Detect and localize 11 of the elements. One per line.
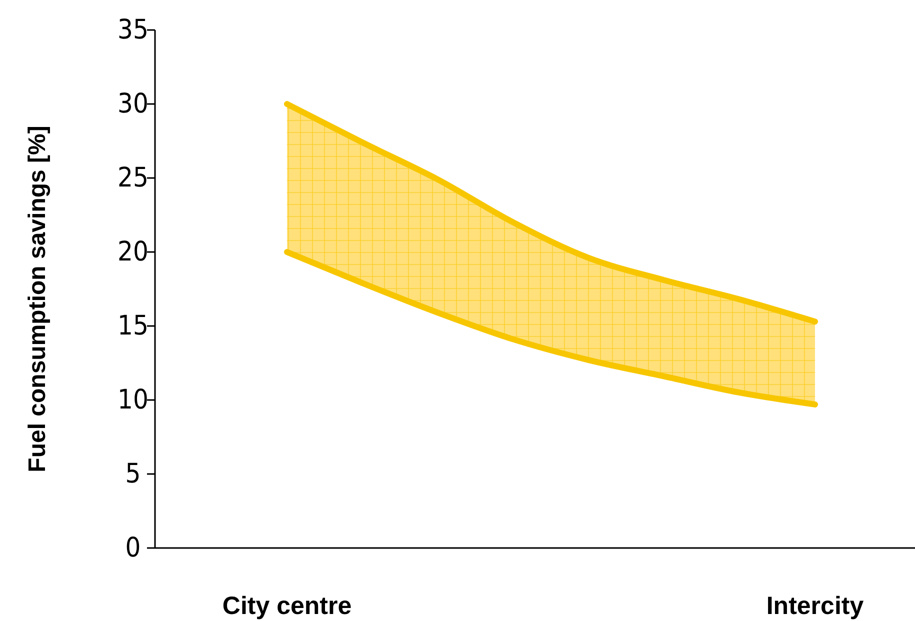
y-tick-label: 0 [125, 532, 141, 564]
y-tick-label: 30 [118, 88, 148, 120]
y-tick-label: 25 [118, 162, 148, 194]
y-tick-label: 35 [118, 14, 148, 46]
x-tick-label: Intercity [766, 592, 864, 620]
y-tick-label: 5 [125, 458, 141, 490]
y-tick-label: 15 [118, 310, 148, 342]
x-tick-label: City centre [222, 592, 352, 620]
y-axis-title: Fuel consumption savings [%] [24, 126, 51, 472]
y-tick-label: 10 [118, 384, 148, 416]
y-tick-label: 20 [118, 236, 148, 268]
